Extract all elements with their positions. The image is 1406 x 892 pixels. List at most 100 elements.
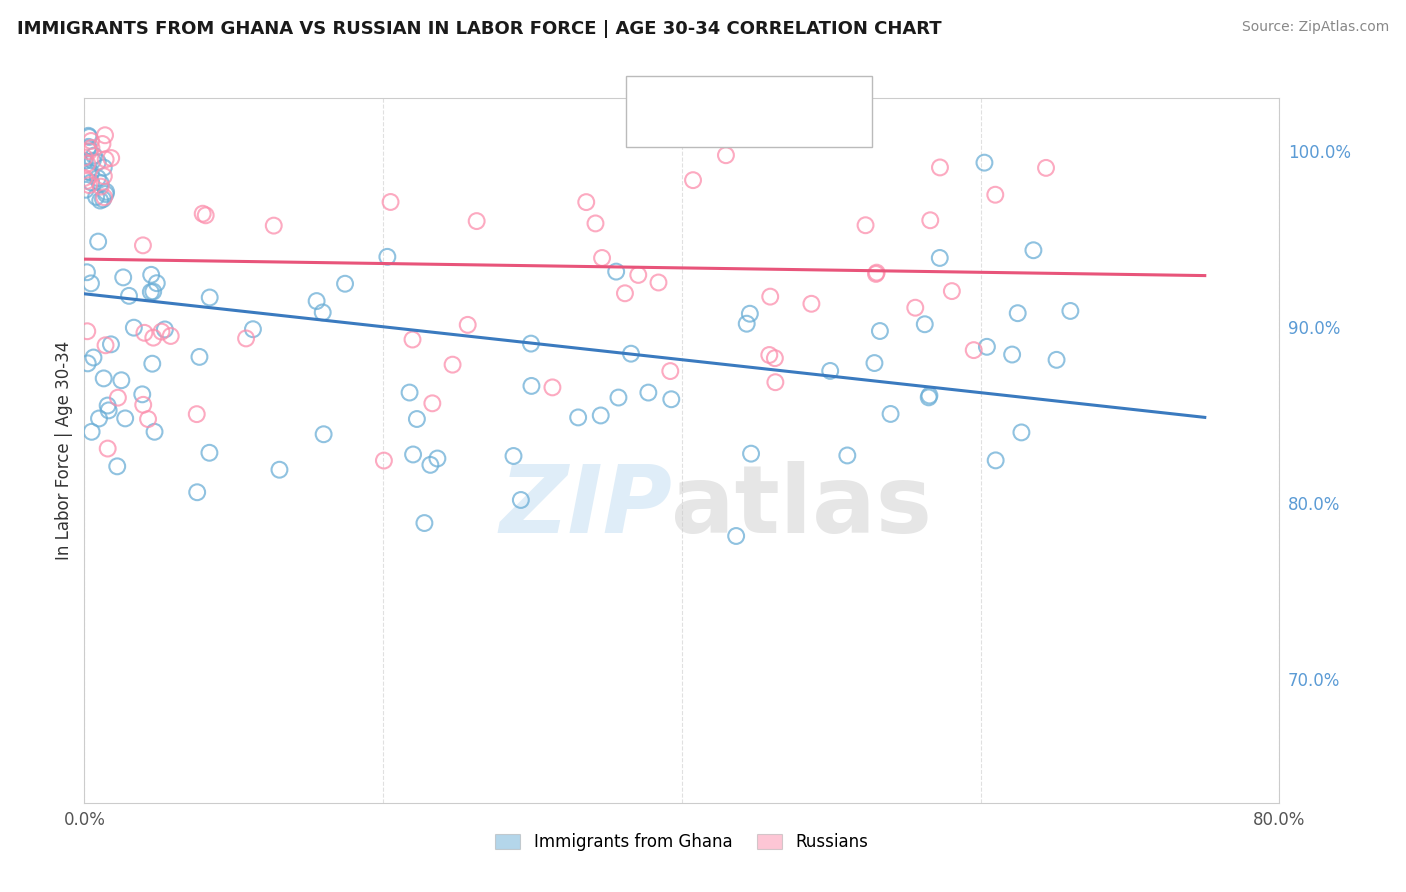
Point [143, 425, 166, 439]
Point [75, 183, 97, 197]
Point [1045, 352, 1067, 367]
Point [90, 176, 112, 190]
Point [1022, 244, 1045, 258]
Text: ZIP: ZIP [501, 461, 672, 553]
Point [94, 153, 117, 167]
Point [77, 178, 100, 193]
Point [235, 331, 257, 345]
Point [112, 270, 135, 285]
Point [100, 337, 122, 351]
Point [100, 151, 122, 165]
Point [406, 412, 429, 426]
Legend: Immigrants from Ghana, Russians: Immigrants from Ghana, Russians [489, 827, 875, 858]
Point [82, 153, 104, 168]
Point [132, 398, 155, 412]
Point [141, 357, 163, 371]
Point [1010, 425, 1032, 440]
Point [84, 190, 107, 204]
Point [620, 347, 643, 361]
Point [80, 166, 103, 180]
Point [76, 356, 98, 370]
Point [398, 385, 420, 400]
Point [90, 179, 112, 194]
Point [186, 407, 208, 421]
Point [659, 392, 682, 407]
Point [91, 192, 114, 206]
Point [93, 190, 115, 204]
Point [76, 164, 98, 178]
Point [605, 264, 627, 278]
Point [312, 427, 335, 442]
Point [869, 324, 891, 338]
Point [637, 385, 659, 400]
Point [659, 364, 682, 378]
Point [1059, 304, 1081, 318]
Point [114, 411, 136, 425]
Point [373, 453, 395, 467]
Point [509, 493, 531, 508]
Point [758, 348, 780, 362]
Point [76, 157, 98, 171]
Point [420, 396, 443, 410]
Point [865, 267, 887, 281]
Point [520, 336, 543, 351]
Point [333, 277, 356, 291]
Point [80, 141, 103, 155]
Point [87, 411, 110, 425]
Point [457, 318, 479, 332]
Point [134, 326, 156, 340]
Point [198, 446, 221, 460]
Y-axis label: In Labor Force | Age 30-34: In Labor Force | Age 30-34 [55, 341, 73, 560]
Point [194, 208, 217, 222]
Point [929, 161, 952, 175]
Point [91, 136, 114, 151]
Point [142, 285, 165, 299]
Point [973, 155, 995, 169]
Point [94, 128, 117, 143]
Point [465, 214, 488, 228]
Point [73, 170, 96, 185]
Point [763, 375, 786, 389]
Point [94, 338, 117, 352]
Point [150, 325, 173, 339]
Point [139, 285, 162, 299]
Text: R =: R = [685, 87, 721, 104]
Text: N =: N = [786, 120, 834, 137]
Point [191, 207, 214, 221]
Point [879, 407, 901, 421]
Text: 65: 65 [837, 120, 859, 137]
Point [520, 379, 543, 393]
Point [87, 235, 110, 249]
Point [863, 356, 886, 370]
Point [984, 453, 1007, 467]
Text: 95: 95 [837, 87, 859, 104]
Point [585, 216, 607, 230]
Point [607, 391, 630, 405]
Text: R =: R = [685, 120, 721, 137]
Point [305, 294, 328, 309]
Point [647, 276, 669, 290]
Point [855, 219, 877, 233]
Text: IMMIGRANTS FROM GHANA VS RUSSIAN IN LABOR FORCE | AGE 30-34 CORRELATION CHART: IMMIGRANTS FROM GHANA VS RUSSIAN IN LABO… [17, 20, 942, 37]
Point [426, 451, 449, 466]
Point [107, 391, 129, 405]
Point [94, 186, 117, 201]
Point [918, 388, 941, 402]
Point [131, 387, 153, 401]
Text: atlas: atlas [671, 461, 932, 553]
Point [759, 290, 782, 304]
Point [918, 390, 941, 404]
Point [80, 277, 103, 291]
Point [976, 340, 998, 354]
Point [589, 409, 612, 423]
Point [920, 213, 942, 227]
Point [83, 148, 105, 162]
Point [80, 425, 103, 439]
Point [627, 268, 650, 282]
Point [1001, 347, 1024, 361]
Point [591, 251, 613, 265]
Point [76, 141, 98, 155]
Point [763, 351, 786, 366]
Point [73, 154, 96, 169]
Point [1007, 306, 1029, 320]
